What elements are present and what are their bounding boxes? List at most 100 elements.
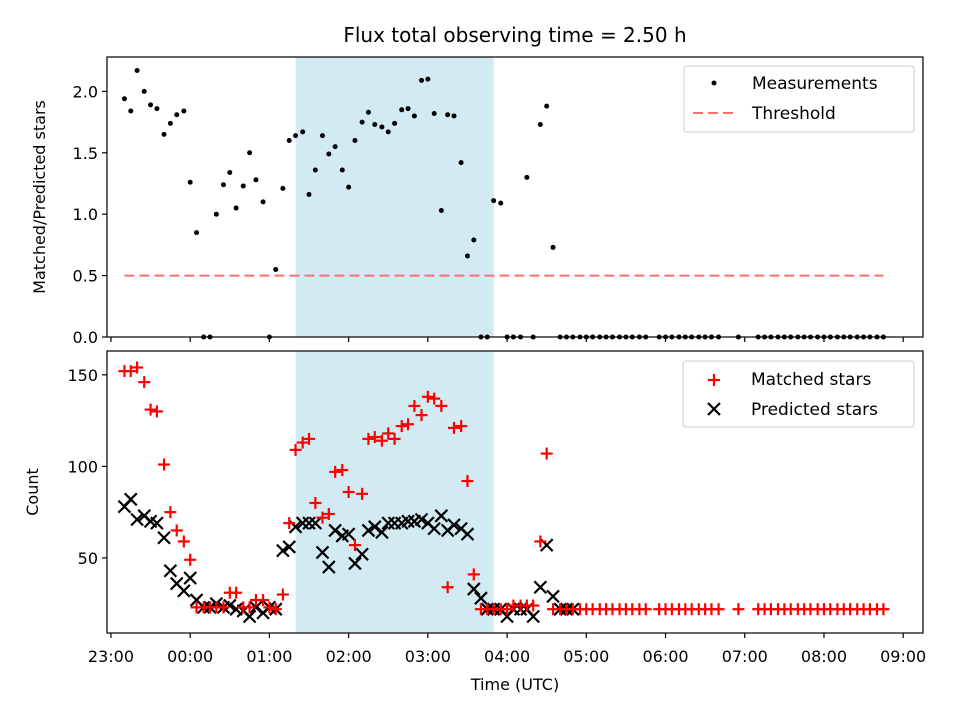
legend-measurement-marker	[711, 80, 717, 86]
measurement-point	[280, 185, 286, 191]
x-tick-label: 00:00	[167, 647, 213, 666]
measurement-point	[181, 108, 187, 114]
measurement-point	[273, 266, 279, 272]
bottom-y-tick-label: 100	[67, 457, 98, 476]
measurement-point	[240, 183, 246, 189]
measurement-point	[405, 106, 411, 112]
measurement-point	[471, 237, 477, 243]
x-tick-label: 04:00	[484, 647, 530, 666]
bottom-y-ticks: 50 100 150	[67, 366, 107, 568]
matched-point	[375, 434, 388, 447]
predicted-point	[282, 540, 296, 554]
matched-point	[527, 599, 540, 612]
measurement-point	[385, 129, 391, 135]
measurement-point	[372, 122, 378, 128]
matched-point	[131, 361, 144, 374]
top-y-tick-label: 1.0	[73, 205, 98, 224]
measurement-point	[352, 138, 358, 144]
x-tick-label: 23:00	[88, 647, 134, 666]
matched-point	[712, 603, 725, 616]
matched-point	[296, 436, 309, 449]
predicted-point	[295, 516, 310, 530]
measurement-point	[319, 133, 325, 139]
predicted-point	[447, 518, 461, 532]
predicted-point	[123, 492, 138, 507]
predicted-point	[355, 547, 369, 562]
top-y-tick-label: 0.5	[73, 267, 98, 286]
x-tick-label: 08:00	[801, 647, 847, 666]
matched-point	[124, 365, 137, 378]
matched-point	[356, 487, 369, 500]
matched-point	[408, 399, 421, 412]
chart-title: Flux total observing time = 2.50 h	[343, 23, 686, 47]
bottom-y-tick-label: 50	[78, 549, 98, 568]
matched-points	[118, 361, 890, 616]
matched-point	[461, 475, 474, 488]
matched-point	[639, 603, 652, 616]
matched-point	[276, 588, 289, 601]
predicted-point	[474, 591, 488, 605]
top-axes-frame	[106, 56, 924, 338]
predicted-point	[308, 516, 323, 530]
measurement-point	[346, 184, 352, 190]
x-tick-label: 01:00	[246, 647, 292, 666]
matched-point	[441, 581, 454, 594]
predicted-point	[302, 516, 316, 530]
measurement-point	[491, 198, 497, 204]
predicted-point	[315, 545, 330, 560]
matched-point	[388, 432, 401, 445]
measurement-point	[464, 253, 470, 259]
measurement-point	[339, 167, 345, 173]
matched-point	[144, 403, 157, 416]
measurement-point	[411, 113, 417, 119]
matched-point	[269, 603, 282, 616]
measurement-point	[194, 230, 200, 236]
predicted-point	[130, 512, 144, 527]
bottom-y-axis-label: Count	[23, 468, 42, 516]
matched-point	[428, 392, 441, 405]
matched-point	[217, 601, 230, 614]
measurement-point	[458, 160, 464, 166]
matched-point	[309, 496, 322, 509]
bottom-axes-frame	[106, 350, 924, 634]
predicted-point	[163, 563, 178, 578]
matched-point	[316, 511, 329, 524]
measurement-point	[148, 102, 154, 108]
predicted-point	[328, 523, 342, 538]
matched-point	[415, 409, 428, 422]
top-legend-box	[683, 65, 915, 133]
matched-point	[421, 390, 434, 403]
matched-point	[732, 603, 745, 616]
matched-point	[467, 568, 480, 581]
predicted-point	[361, 523, 376, 538]
predicted-point	[150, 516, 164, 530]
matched-point	[435, 399, 448, 412]
bottom-legend: Matched stars Predicted stars	[682, 360, 915, 428]
measurement-point	[300, 129, 306, 135]
predicted-point	[276, 543, 290, 558]
matched-point	[150, 405, 163, 418]
predicted-point	[223, 598, 237, 613]
matched-point	[540, 447, 553, 460]
x-tick-label: 05:00	[563, 647, 609, 666]
measurement-point	[445, 112, 451, 118]
predicted-point	[183, 571, 197, 585]
predicted-point	[322, 560, 336, 574]
measurement-point	[425, 76, 431, 82]
measurement-point	[438, 208, 444, 214]
top-y-axis-label: Matched/Predicted stars	[30, 100, 49, 294]
matched-point	[138, 376, 151, 389]
measurement-point	[326, 151, 332, 157]
predicted-point	[414, 512, 429, 527]
top-legend: Measurements Threshold	[683, 65, 915, 133]
measurement-point	[451, 113, 457, 119]
matched-point	[177, 535, 190, 548]
measurement-point	[141, 88, 147, 94]
matched-point	[158, 458, 171, 471]
matched-point	[230, 586, 243, 599]
matched-point	[382, 427, 395, 440]
matched-point	[170, 524, 183, 537]
x-tick-label: 03:00	[405, 647, 451, 666]
measurement-point	[233, 205, 239, 211]
